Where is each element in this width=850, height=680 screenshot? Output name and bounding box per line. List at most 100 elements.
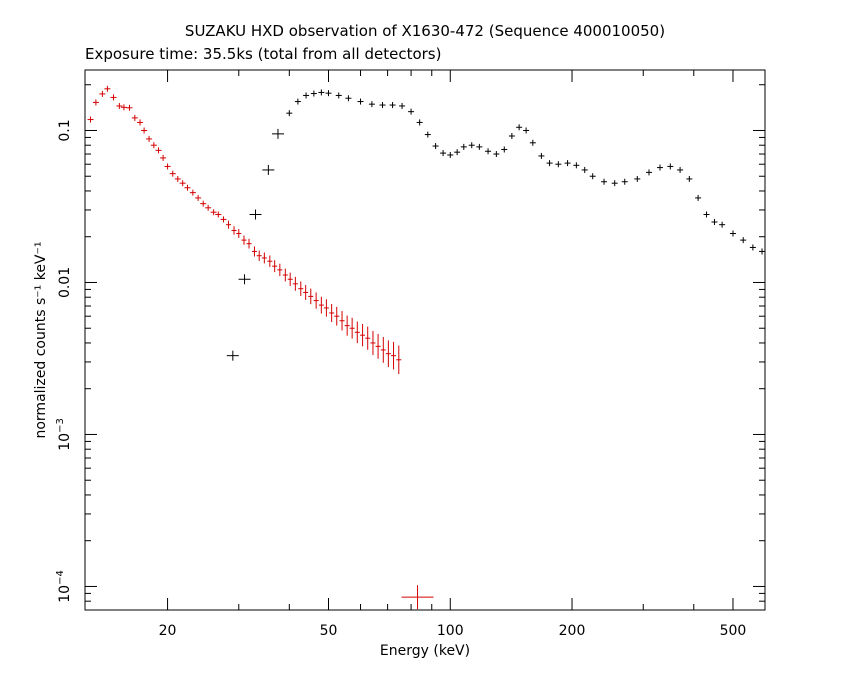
- data-point: [164, 163, 171, 170]
- data-point: [581, 166, 588, 173]
- data-point: [160, 154, 167, 161]
- data-point: [169, 170, 176, 177]
- data-point: [354, 321, 360, 344]
- data-point: [529, 139, 536, 146]
- data-point: [303, 284, 309, 300]
- data-point: [318, 89, 325, 96]
- data-point: [396, 345, 402, 375]
- data-point: [344, 315, 350, 336]
- data-point: [334, 306, 340, 326]
- data-point: [646, 169, 653, 176]
- data-point: [241, 235, 247, 245]
- data-point: [493, 151, 500, 158]
- data-point: [357, 98, 364, 105]
- data-point: [454, 149, 461, 156]
- data-point: [323, 299, 329, 317]
- data-point: [703, 211, 710, 218]
- data-point: [329, 303, 335, 323]
- data-point: [131, 114, 138, 121]
- data-point: [370, 330, 376, 355]
- data-point: [601, 178, 608, 185]
- data-point: [380, 337, 386, 363]
- data-point: [555, 161, 562, 168]
- y-tick-label: 0.01: [57, 267, 73, 298]
- data-point: [391, 341, 397, 370]
- data-point: [325, 90, 332, 97]
- y-tick-label: 10−4: [55, 570, 73, 603]
- data-point: [564, 160, 571, 167]
- data-point: [120, 104, 127, 111]
- data-point: [195, 194, 202, 201]
- data-point: [116, 102, 123, 109]
- data-point: [677, 166, 684, 173]
- data-point: [308, 288, 314, 305]
- x-tick-label: 20: [159, 623, 177, 639]
- data-point: [360, 323, 366, 347]
- data-point: [318, 296, 324, 314]
- data-point: [399, 102, 406, 109]
- data-point: [287, 272, 293, 286]
- data-point: [335, 92, 342, 99]
- data-point: [313, 292, 319, 309]
- data-point: [729, 230, 736, 237]
- y-axis-label: normalized counts s⁻¹ keV⁻¹: [33, 241, 49, 438]
- y-tick-label: 10−3: [55, 418, 73, 451]
- data-point: [251, 246, 257, 257]
- data-point: [292, 276, 298, 291]
- data-point: [272, 260, 278, 273]
- data-point: [516, 124, 523, 131]
- data-point: [210, 209, 217, 216]
- data-point: [667, 163, 674, 170]
- data-point: [695, 194, 702, 201]
- data-point: [267, 255, 273, 267]
- page-title: SUZAKU HXD observation of X1630-472 (Seq…: [184, 22, 666, 40]
- data-point: [277, 263, 283, 277]
- data-point: [205, 204, 212, 211]
- data-point: [573, 162, 580, 169]
- data-point: [389, 102, 396, 109]
- data-point: [294, 98, 301, 105]
- data-point: [365, 326, 371, 350]
- data-point: [137, 119, 144, 126]
- data-point: [303, 92, 310, 99]
- data-point: [379, 102, 386, 109]
- data-point: [271, 128, 284, 139]
- data-point: [416, 119, 423, 126]
- data-point: [261, 252, 267, 264]
- data-point: [401, 585, 434, 610]
- data-point: [538, 152, 545, 159]
- x-tick-label: 100: [437, 623, 464, 639]
- data-point: [408, 108, 415, 115]
- data-point: [656, 164, 663, 171]
- x-tick-label: 50: [320, 623, 338, 639]
- series-layer: [87, 85, 766, 610]
- data-point: [286, 110, 293, 117]
- data-point: [501, 146, 508, 153]
- data-point: [298, 281, 304, 296]
- data-series-0: [87, 85, 434, 610]
- data-point: [282, 268, 288, 282]
- data-point: [92, 99, 99, 106]
- data-point: [345, 95, 352, 102]
- data-point: [339, 311, 345, 331]
- axis-tick-labels: 20 50 100 200 500 0.1 0.01 10−3 10−4: [55, 119, 746, 639]
- data-point: [440, 150, 447, 157]
- data-point: [184, 184, 191, 191]
- data-point: [236, 229, 242, 238]
- data-point: [146, 135, 153, 142]
- data-point: [468, 142, 475, 149]
- data-point: [246, 238, 252, 249]
- data-point: [155, 147, 162, 154]
- data-point: [759, 248, 766, 255]
- data-point: [215, 211, 222, 218]
- data-point: [262, 164, 275, 175]
- data-point: [231, 226, 237, 235]
- data-point: [238, 274, 251, 285]
- data-point: [589, 173, 596, 180]
- data-point: [740, 237, 747, 244]
- data-point: [200, 200, 207, 207]
- data-point: [368, 101, 375, 108]
- data-point: [174, 175, 181, 182]
- data-point: [749, 244, 756, 251]
